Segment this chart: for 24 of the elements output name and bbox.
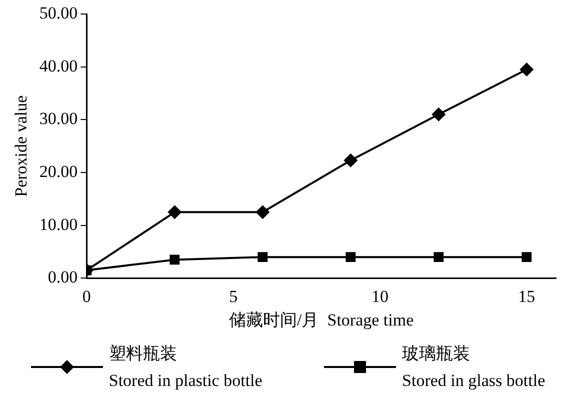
point [344,153,358,168]
point [346,252,356,262]
point [520,62,534,76]
y-tick-label: 0.00 [48,268,78,287]
y-axis-title: Peroxide value [12,95,31,197]
point [432,107,446,122]
point [258,252,268,262]
point [168,205,182,220]
x-tick-label: 10 [371,286,388,306]
x-tick-label: 15 [518,286,536,306]
x-axis-title: 储藏时间/月 Storage time [229,310,414,330]
point [434,252,444,262]
y-tick-label: 30.00 [39,109,78,128]
point [522,252,532,262]
y-tick-label: 20.00 [39,162,78,181]
y-tick-label: 40.00 [39,56,78,76]
y-tick-label: 50.00 [39,3,78,22]
x-tick-label: 5 [229,286,238,306]
legend-label: 塑料瓶装 Stored in plastic bottle [108,343,262,392]
y-tick-label: 10.00 [39,214,78,234]
legend-label: 玻璃瓶装 Stored in glass bottle [402,343,546,392]
point [170,254,180,265]
x-tick-label: 0 [82,286,91,306]
point [256,205,270,220]
